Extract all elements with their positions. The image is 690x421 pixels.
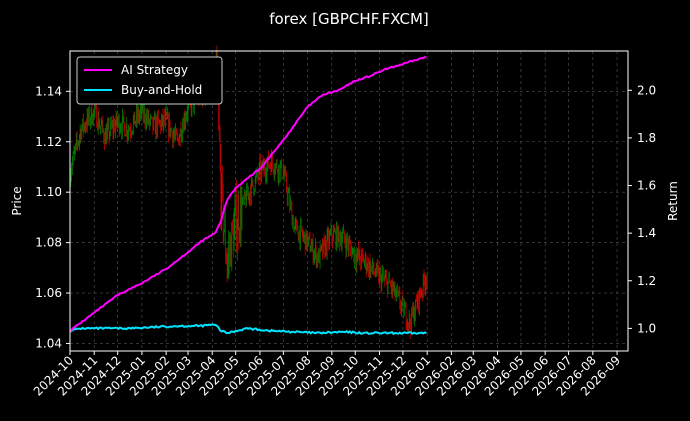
legend-box [76,56,223,105]
ai-strategy-line [69,56,427,333]
legend-bh-label: Buy-and-Hold [121,83,202,97]
y-axis-left: 1.04 1.06 1.08 1.10 1.12 1.14 [35,84,70,350]
y-axis-right: 1.0 1.2 1.4 1.6 1.8 2.0 [628,83,656,335]
y-left-tick-label: 1.14 [35,84,62,98]
y-right-tick-label: 1.8 [637,131,656,145]
y-right-tick-label: 1.4 [637,226,656,240]
legend: AI Strategy Buy-and-Hold [76,56,223,105]
y-left-tick-label: 1.10 [35,185,62,199]
strategy-lines [69,56,427,336]
y-left-tick-label: 1.12 [35,135,62,149]
y-right-tick-label: 1.6 [637,179,656,193]
plot-frame [69,50,629,352]
y-right-tick-label: 1.0 [637,321,656,335]
chart-title: forex [GBPCHF.FXCM] [269,10,429,28]
y-axis-right-label: Return [666,181,680,221]
buy-and-hold-line [69,323,427,336]
y-axis-left-label: Price [10,186,24,215]
y-right-tick-label: 1.2 [637,274,656,288]
legend-ai-label: AI Strategy [121,63,188,77]
y-left-tick-label: 1.06 [35,286,62,300]
y-left-tick-label: 1.08 [35,236,62,250]
y-right-tick-label: 2.0 [637,83,656,97]
y-left-tick-label: 1.04 [35,336,62,350]
